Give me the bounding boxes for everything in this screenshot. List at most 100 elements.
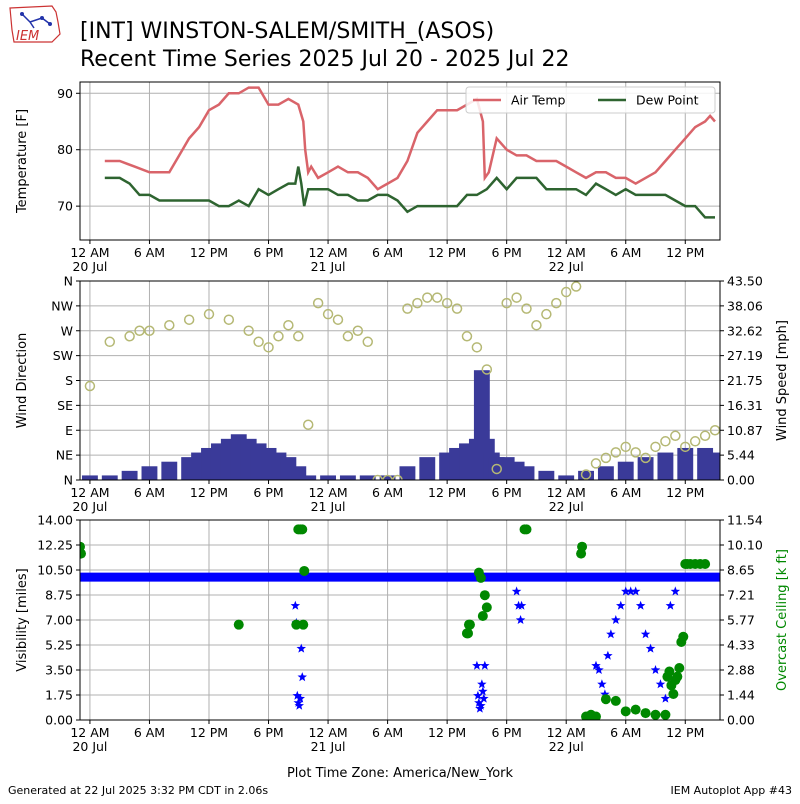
x-tick-label: 12 PM	[190, 485, 228, 500]
y2-axis-label: Wind Speed [mph]	[775, 320, 790, 441]
y2-tick-label: 10.10	[727, 538, 763, 553]
wind-direction-point	[660, 436, 671, 447]
x-tick-label: 6 PM	[492, 245, 522, 260]
x-tick-label: 6 PM	[253, 245, 283, 260]
wind-direction-point	[491, 463, 502, 475]
ceiling-point	[233, 619, 244, 630]
wind-direction-point	[312, 297, 324, 309]
y-tick-label: W	[61, 323, 73, 338]
wind-direction-point	[273, 331, 284, 342]
ceiling-point	[299, 565, 310, 576]
visibility-point	[594, 665, 604, 674]
visibility-point	[295, 693, 305, 703]
ceiling-point	[664, 666, 675, 677]
visibility-ceiling-panel: 0.00 1.75 3.50 5.25 7.00 8.75 10.50 12.25 14.00 0…	[15, 513, 790, 755]
visibility-point	[655, 679, 666, 689]
y-tick-label: 14.00	[37, 513, 73, 528]
wind-speed-bar	[101, 475, 118, 480]
y-axis-label: Visibility [miles]	[15, 568, 30, 671]
wind-direction-point	[372, 474, 383, 480]
wind-direction-point	[352, 325, 364, 336]
ceiling-point	[630, 704, 641, 715]
wind-direction-point	[392, 474, 403, 480]
wind-speed-bar	[597, 466, 614, 480]
ceiling-point	[640, 708, 651, 719]
y2-tick-label: 27.19	[727, 348, 763, 363]
y2-tick-label: 32.62	[727, 323, 763, 338]
ceiling-point	[297, 524, 308, 535]
plot-frame	[79, 280, 721, 481]
x-date-label: 22 Jul	[549, 259, 584, 274]
y-tick-label: 1.75	[45, 688, 73, 703]
y2-tick-label: 4.33	[727, 638, 755, 653]
wind-direction-point	[521, 303, 532, 314]
visibility-point	[290, 600, 301, 610]
x-tick-label: 6 AM	[610, 245, 641, 260]
wind-direction-point	[164, 319, 175, 331]
visibility-point	[635, 600, 646, 610]
wind-speed-bar	[121, 470, 138, 480]
y2-tick-label: 5.77	[727, 613, 755, 628]
visibility-point	[670, 586, 681, 596]
wind-direction-point	[422, 292, 433, 303]
wind-speed-bar	[359, 475, 376, 480]
wind-speed-bar	[617, 461, 634, 480]
wind-direction-point	[342, 331, 354, 342]
ceiling-point	[481, 602, 492, 613]
y-tick-label: NW	[51, 298, 73, 313]
wind-direction-point	[670, 430, 681, 442]
ceiling-point	[600, 694, 611, 705]
wind-direction-point	[283, 319, 294, 331]
legend-box	[465, 86, 716, 114]
visibility-point	[473, 690, 483, 700]
x-tick-label: 12 AM	[70, 485, 109, 500]
wind-direction-point	[441, 297, 453, 309]
legend: Air Temp Dew Point	[465, 86, 716, 114]
visibility-point	[297, 672, 307, 682]
visibility-point	[293, 697, 303, 707]
y2-tick-label: 8.65	[727, 563, 755, 578]
wind-direction-point	[580, 469, 592, 480]
wind-direction-point	[322, 308, 334, 320]
logo-text: IEM	[16, 29, 39, 44]
visibility-point	[603, 650, 613, 660]
generated-note: Generated at 22 Jul 2025 3:32 PM CDT in …	[8, 784, 268, 797]
wind-direction-point	[253, 336, 264, 348]
wind-direction-point	[610, 447, 622, 458]
x-tick-label: 6 PM	[253, 725, 283, 740]
ceiling-point	[475, 572, 486, 583]
wind-speed-bar	[379, 475, 396, 480]
ceiling-point	[650, 709, 661, 720]
y2-tick-label: 7.21	[727, 588, 755, 603]
x-tick-label: 12 PM	[428, 245, 466, 260]
y-tick-label: 90	[57, 86, 73, 101]
visibility-point	[480, 660, 490, 670]
visibility-point	[630, 586, 641, 596]
wind-direction-point	[699, 430, 711, 442]
wind-direction-point	[84, 380, 96, 392]
wind-direction-point	[134, 325, 145, 336]
visibility-point	[660, 693, 671, 703]
wind-direction-point	[302, 419, 314, 430]
ceiling-point	[678, 631, 689, 642]
x-tick-label: 6 PM	[492, 485, 522, 500]
visibility-point	[296, 643, 306, 653]
ceiling-point	[462, 628, 473, 639]
wind-direction-point	[640, 452, 651, 464]
wind-direction-point	[570, 281, 582, 292]
ceiling-point	[477, 611, 488, 622]
wind-speed-bar	[578, 470, 594, 480]
y2-axis-label: Overcast Ceiling [k ft]	[775, 549, 790, 691]
wind-speed-bar	[538, 470, 555, 480]
visibility-point	[479, 693, 489, 703]
wind-direction-point	[223, 314, 235, 325]
wind-direction-point	[620, 441, 631, 453]
wind-direction-point	[263, 342, 274, 353]
wind-speed-bar	[300, 475, 317, 480]
ceiling-point	[672, 671, 683, 682]
visibility-point	[606, 629, 616, 639]
wind-direction-point	[144, 325, 155, 336]
x-tick-label: 6 AM	[372, 245, 403, 260]
